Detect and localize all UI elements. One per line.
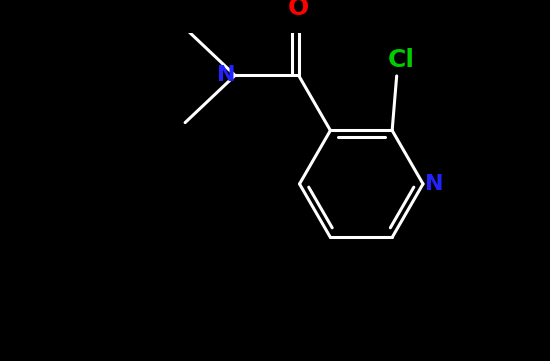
- Text: N: N: [425, 174, 443, 194]
- Text: O: O: [288, 0, 309, 20]
- Text: Cl: Cl: [388, 48, 415, 71]
- Text: N: N: [217, 65, 235, 86]
